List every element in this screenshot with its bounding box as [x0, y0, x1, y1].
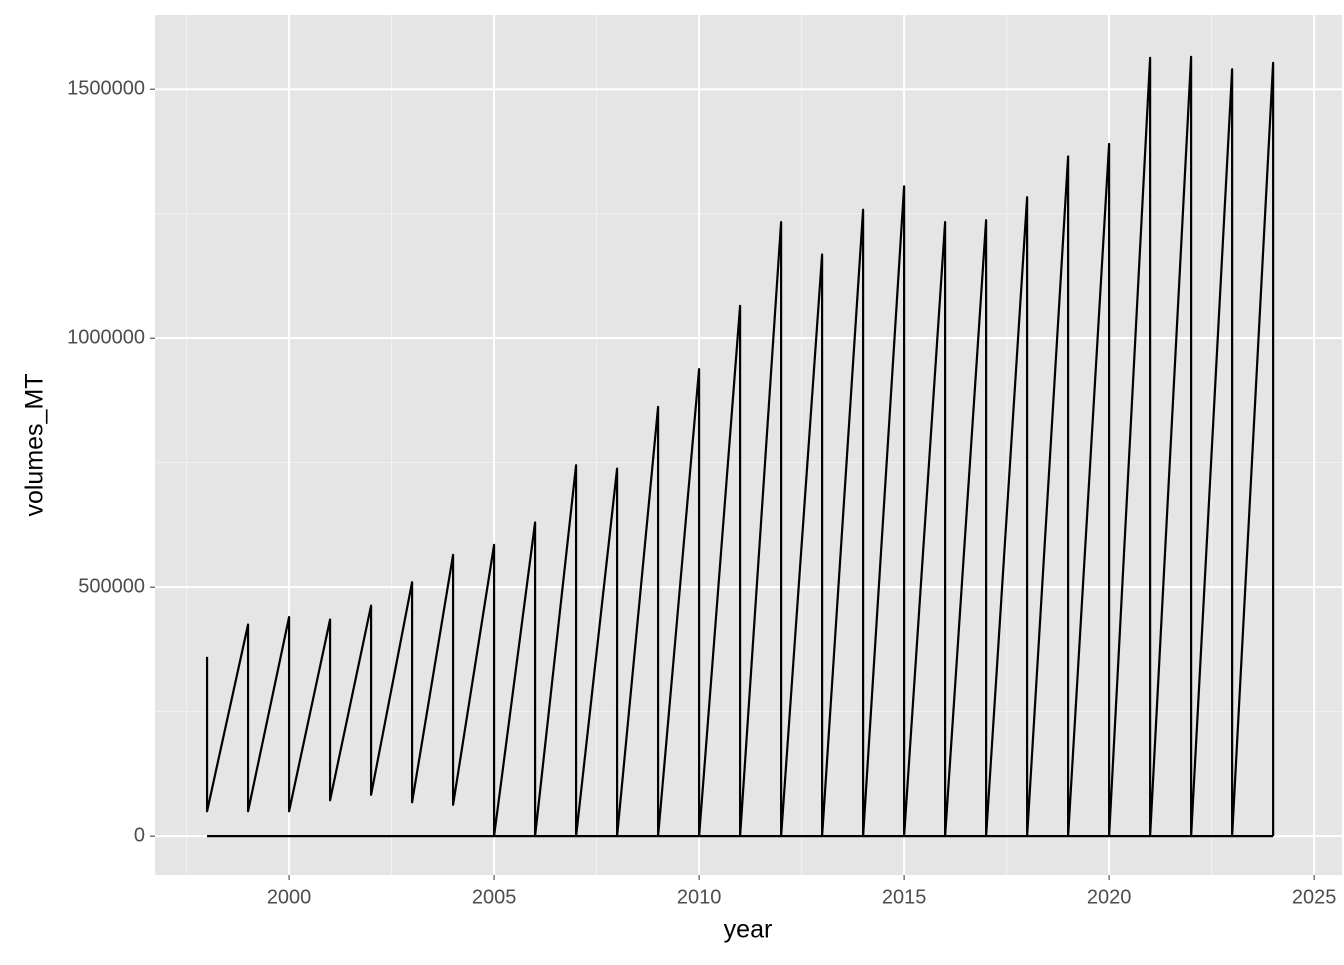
plot-panel [155, 15, 1342, 875]
x-axis-title: year [724, 916, 773, 944]
data-line [205, 55, 1275, 838]
y-tick-label: 500000 [78, 575, 145, 597]
y-tick-label: 1000000 [67, 326, 145, 348]
x-tick-label: 2005 [472, 886, 517, 908]
y-tick-label: 0 [134, 824, 145, 846]
x-tick-label: 2010 [677, 886, 722, 908]
x-tick-label: 2020 [1087, 886, 1132, 908]
x-tick-label: 2025 [1292, 886, 1337, 908]
x-tick-label: 2000 [267, 886, 312, 908]
x-tick-label: 2015 [882, 886, 927, 908]
y-tick-label: 1500000 [67, 77, 145, 99]
y-axis-title: volumes_MT [21, 373, 49, 516]
